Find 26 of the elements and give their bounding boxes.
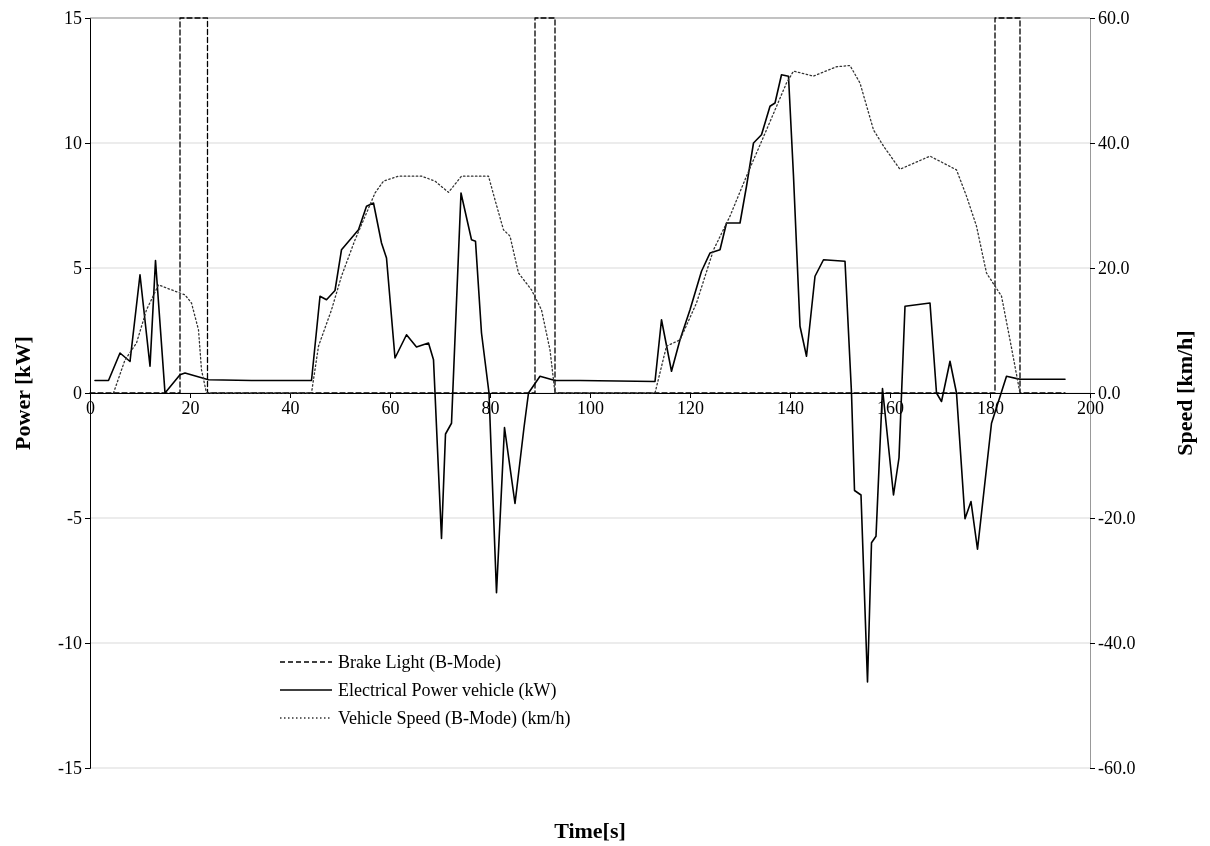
x-tick-label: 60 (381, 397, 400, 418)
y2-tick-label: -20.0 (1098, 508, 1136, 529)
y-tick-label: 0 (73, 383, 82, 404)
line-series (112, 64, 1021, 394)
legend-label: Electrical Power vehicle (kW) (338, 680, 557, 701)
y2-tick-label: -40.0 (1098, 633, 1136, 654)
y2-tick-label: 60.0 (1098, 8, 1130, 29)
x-axis-title: Time[s] (554, 818, 626, 843)
x-tick-label: 140 (777, 397, 804, 418)
y-axis-title: Power [kW] (10, 336, 35, 450)
y2-tick-label: 20.0 (1098, 258, 1130, 279)
legend-label: Vehicle Speed (B-Mode) (km/h) (338, 708, 571, 729)
x-tick-label: 100 (577, 397, 604, 418)
y2-axis-title: Speed [km/h] (1172, 330, 1197, 456)
y2-tick-label: 40.0 (1098, 133, 1130, 154)
y-tick-label: -10 (58, 633, 82, 654)
y-tick-label: 5 (73, 258, 82, 279)
y-tick-label: 15 (64, 8, 82, 29)
y-tick-label: -15 (58, 758, 82, 779)
x-tick-label: 120 (677, 397, 704, 418)
x-tick-label: 40 (281, 397, 300, 418)
x-tick-label: 20 (181, 397, 200, 418)
y-tick-label: 10 (64, 133, 82, 154)
legend-label: Brake Light (B-Mode) (338, 652, 501, 673)
y2-tick-label: -60.0 (1098, 758, 1136, 779)
y-tick-label: -5 (67, 508, 82, 529)
